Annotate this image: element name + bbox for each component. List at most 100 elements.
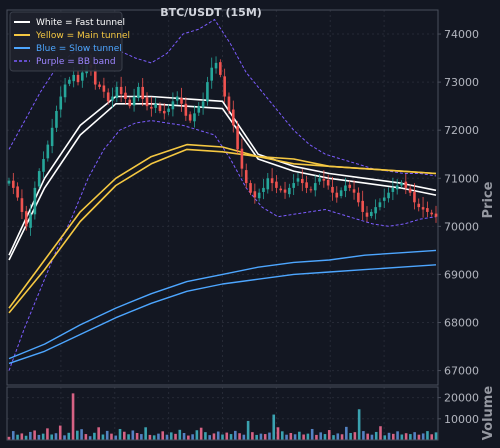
candle-body [236, 126, 239, 150]
volume-bar [67, 432, 71, 440]
price-axis-label: Price [481, 181, 496, 218]
volume-bar [293, 434, 297, 440]
legend-item-fast: White = Fast tunnel [36, 18, 125, 28]
volume-bar [319, 432, 323, 440]
volume-bars [7, 393, 438, 440]
volume-bar [259, 433, 263, 440]
candle-body [201, 101, 205, 108]
volume-bar [323, 434, 327, 440]
candle-body [231, 109, 235, 126]
candle-body [102, 85, 106, 92]
volume-bar [229, 434, 233, 440]
candle-body [46, 144, 50, 159]
volume-bar [434, 432, 438, 440]
volume-bar [187, 435, 190, 440]
candle-body [240, 148, 244, 169]
candle-body [322, 178, 326, 181]
candle-body [37, 171, 41, 187]
candle-body [426, 208, 429, 212]
volume-bar [426, 431, 429, 440]
volume-bar [383, 435, 387, 440]
candle-body [257, 192, 261, 199]
candle-body [395, 185, 399, 190]
volume-bar [400, 434, 404, 440]
volume-bar [80, 429, 83, 440]
candles [7, 54, 438, 236]
candle-body [12, 180, 15, 188]
candle-body [93, 69, 97, 85]
slow-tunnel-line [8, 249, 437, 360]
candle-body [430, 212, 433, 215]
volume-bar [199, 427, 203, 440]
candle-body [227, 96, 231, 111]
volume-bar [404, 433, 408, 440]
volume-bar [242, 434, 246, 440]
price-tick-label: 71000 [444, 172, 479, 185]
volume-panel-frame [6, 386, 439, 441]
candle-body [193, 113, 196, 122]
volume-bar [251, 432, 254, 440]
candle-body [145, 97, 149, 107]
volume-bar [71, 393, 75, 440]
candle-body [339, 190, 343, 197]
volume-bar [127, 434, 130, 440]
volume-bar [97, 427, 100, 440]
volume-bar [327, 430, 331, 440]
candle-body [249, 183, 252, 193]
volume-bar [165, 434, 169, 440]
volume-bar [105, 430, 109, 440]
price-tick-label: 67000 [444, 365, 479, 378]
y-axis-ticks: 67000 68000 69000 70000 71000 72000 73000 74000… [438, 28, 479, 426]
volume-bar [93, 432, 96, 440]
candle-body [171, 101, 175, 110]
volume-bar [289, 433, 293, 440]
candle-body [344, 185, 347, 192]
candle-body [16, 186, 19, 198]
candle-body [391, 187, 395, 192]
volume-bar [131, 430, 135, 440]
volume-bar [302, 434, 305, 440]
volume-bar [11, 431, 15, 440]
candle-body [408, 188, 412, 193]
candle-body [132, 96, 136, 106]
price-tick-label: 69000 [444, 268, 479, 281]
candle-body [98, 84, 101, 87]
main-tunnel-line [8, 148, 437, 314]
candle-body [158, 105, 162, 111]
candle-body [275, 181, 278, 188]
volume-bar [46, 428, 49, 440]
candle-body [382, 197, 386, 201]
volume-bar [29, 431, 32, 440]
candle-body [288, 187, 291, 195]
volume-bar [430, 434, 434, 440]
candle-body [115, 86, 119, 98]
candle-body [378, 202, 382, 208]
volume-bar [276, 427, 280, 440]
price-panel-frame [6, 9, 439, 386]
candle-body [20, 198, 24, 212]
tunnel-lines [8, 95, 437, 365]
volume-bar [255, 434, 258, 440]
legend: White = Fast tunnel Yellow = Main tunnel… [9, 11, 130, 72]
volume-bar [88, 436, 92, 440]
candle-body [400, 183, 403, 186]
candle-body [309, 189, 313, 191]
volume-bar [191, 434, 194, 440]
volume-bar [345, 426, 348, 440]
volume-bar [379, 426, 382, 440]
candle-body [262, 187, 265, 192]
volume-bar [204, 432, 207, 440]
volume-bar [332, 435, 335, 440]
price-tick-label: 72000 [444, 124, 479, 137]
volume-bar [272, 414, 276, 440]
candle-body [244, 170, 248, 184]
candle-body [300, 178, 304, 184]
candle-body [68, 79, 71, 84]
volume-bar [409, 434, 412, 440]
volume-bar [118, 428, 122, 440]
candle-body [352, 189, 356, 193]
candle-body [357, 192, 360, 203]
volume-bar [63, 435, 66, 440]
volume-bar [114, 435, 118, 440]
